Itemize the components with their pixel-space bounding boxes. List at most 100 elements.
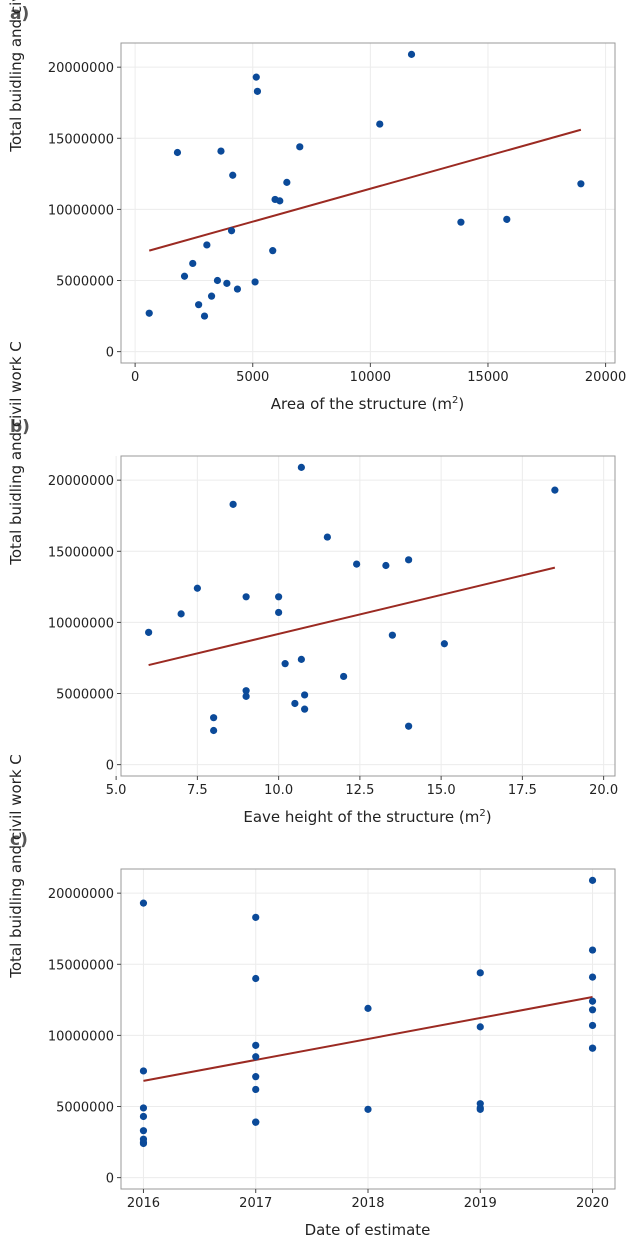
x-tick-label: 2017: [239, 1196, 272, 1211]
data-point: [252, 1118, 260, 1126]
panel-label: a): [10, 4, 30, 24]
data-point: [195, 301, 203, 309]
data-point: [223, 279, 231, 287]
data-point: [177, 610, 185, 618]
trend-line: [148, 566, 556, 667]
data-point: [405, 556, 413, 564]
data-point: [252, 913, 260, 921]
data-point: [227, 227, 236, 235]
data-point: [405, 722, 413, 730]
data-point: [252, 1053, 260, 1061]
data-point: [588, 1021, 597, 1030]
data-point: [440, 640, 448, 648]
data-point: [189, 259, 197, 268]
data-point: [242, 593, 250, 601]
x-tick-label: 20000: [585, 370, 626, 385]
data-point: [251, 278, 259, 286]
y-tick-label: 15000000: [48, 545, 114, 560]
data-point: [145, 309, 153, 317]
data-point: [203, 241, 211, 249]
panel-b: b) Total buidling and civil work C 5.0 7.…: [0, 341, 630, 826]
data-point: [275, 608, 283, 617]
data-point: [252, 974, 260, 983]
x-tick-label: 2019: [464, 1196, 497, 1211]
data-point: [588, 876, 597, 884]
data-point: [139, 1104, 148, 1112]
x-tick-label: 17.5: [508, 783, 537, 798]
data-point: [229, 500, 237, 508]
y-tick-label: 0: [106, 346, 114, 361]
x-tick-label: 10.0: [264, 783, 293, 798]
data-point: [588, 946, 597, 954]
y-tick-label: 20000000: [48, 474, 114, 489]
data-point: [503, 215, 511, 223]
data-point: [217, 147, 225, 155]
plot-frame: [120, 455, 616, 777]
data-point: [353, 560, 361, 568]
data-point: [242, 687, 250, 695]
x-axis-label: Eave height of the structure (m2): [243, 808, 492, 826]
data-point: [281, 660, 289, 668]
data-point: [476, 1105, 484, 1113]
x-tick-label: 2020: [576, 1196, 609, 1211]
y-tick-label: 15000000: [48, 132, 114, 147]
data-point: [588, 1044, 597, 1052]
data-point: [252, 1073, 260, 1081]
y-tick-label: 0: [106, 759, 114, 774]
data-point: [269, 247, 277, 255]
data-point: [139, 899, 148, 907]
data-point: [252, 1085, 260, 1094]
data-point: [252, 73, 260, 81]
plot-frame: [120, 42, 616, 364]
data-point: [207, 292, 216, 300]
x-tick-label: 0: [131, 370, 139, 385]
data-point: [145, 628, 153, 636]
x-tick-label: 5000: [236, 370, 269, 385]
y-tick-label: 0: [106, 1172, 114, 1187]
data-point: [301, 705, 309, 713]
data-point: [588, 973, 597, 981]
data-point: [376, 120, 384, 128]
x-tick-label: 20.0: [589, 783, 618, 798]
y-tick-label: 10000000: [48, 616, 114, 631]
data-point: [476, 1023, 484, 1031]
y-tick-label: 20000000: [48, 887, 114, 902]
y-tick-label: 5000000: [56, 275, 114, 290]
data-point: [139, 1067, 148, 1075]
panel-a: a) Total buidling and civil work C 0 5000…: [0, 0, 630, 413]
data-point: [588, 997, 597, 1005]
data-point: [180, 272, 189, 280]
data-point: [139, 1127, 148, 1135]
data-point: [364, 1004, 372, 1012]
data-point: [229, 171, 237, 179]
x-axis-label: Area of the structure (m2): [270, 395, 465, 413]
data-point: [275, 593, 283, 601]
data-point: [193, 584, 201, 592]
data-point: [276, 197, 284, 205]
data-point: [253, 87, 262, 95]
x-axis-label: Date of estimate: [304, 1221, 431, 1239]
data-point: [297, 655, 305, 663]
data-point: [577, 180, 585, 188]
data-point: [388, 631, 396, 639]
scatter-plot-area: 0 5000 10000 15000 20000 0 5000000 10000000 1500…: [48, 42, 626, 385]
data-point: [291, 699, 299, 708]
data-point: [382, 561, 390, 570]
y-tick-label: 10000000: [48, 1029, 114, 1044]
trend-line: [143, 996, 593, 1082]
data-point: [301, 691, 309, 699]
data-point: [242, 692, 250, 700]
x-tick-label: 12.5: [345, 783, 374, 798]
trend-line: [148, 128, 582, 252]
data-point: [297, 463, 305, 471]
scatter-plot-area: 5.0 7.5 10.0 12.5 15.0 17.5 20.0 0 5000000 100000…: [48, 455, 618, 798]
data-point: [551, 486, 559, 494]
y-tick-label: 5000000: [56, 1101, 114, 1116]
data-point: [139, 1139, 148, 1148]
data-point: [213, 276, 222, 285]
panel-label: b): [10, 417, 30, 437]
data-point: [173, 148, 182, 157]
data-point: [296, 143, 304, 151]
x-tick-label: 10000: [350, 370, 391, 385]
data-point: [476, 969, 484, 977]
